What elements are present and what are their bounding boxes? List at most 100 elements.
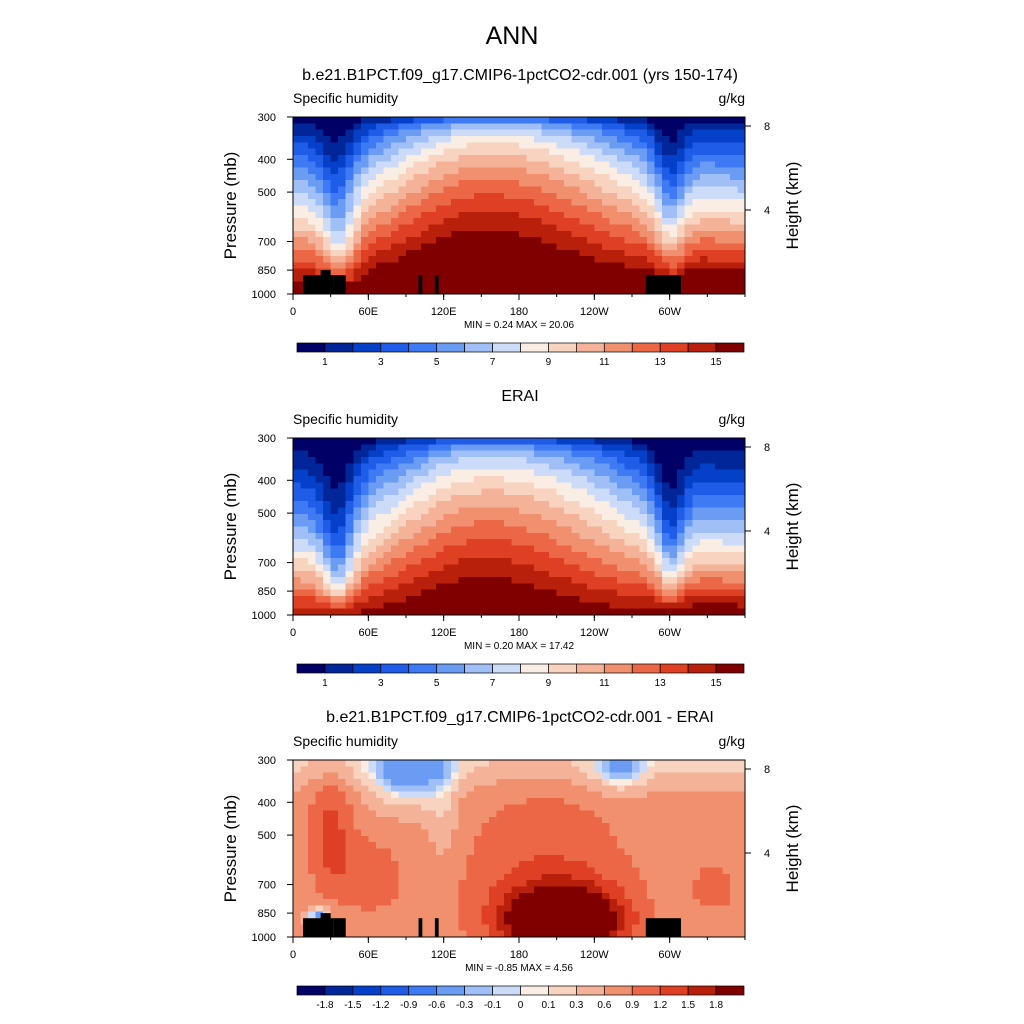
field-cell bbox=[330, 532, 339, 540]
field-cell bbox=[526, 475, 535, 483]
field-cell bbox=[534, 577, 543, 584]
field-cell bbox=[481, 791, 490, 799]
field-cell bbox=[368, 791, 377, 799]
field-cell bbox=[714, 551, 723, 559]
field-cell bbox=[293, 558, 302, 566]
field-cell bbox=[451, 551, 460, 559]
field-cell bbox=[436, 835, 445, 843]
field-cell bbox=[503, 237, 513, 245]
field-cell bbox=[375, 829, 384, 837]
field-cell bbox=[338, 778, 347, 786]
field-cell bbox=[624, 892, 633, 900]
field-cell bbox=[684, 867, 693, 875]
field-cell bbox=[737, 211, 746, 219]
field-cell bbox=[436, 456, 445, 464]
field-cell bbox=[345, 199, 354, 207]
field-cell bbox=[338, 507, 347, 515]
field-cell bbox=[345, 469, 354, 477]
field-cell bbox=[714, 488, 723, 496]
field-cell bbox=[707, 545, 716, 553]
field-cell bbox=[451, 199, 460, 207]
field-cell bbox=[383, 507, 392, 515]
field-cell bbox=[609, 148, 618, 156]
field-cell bbox=[571, 880, 580, 888]
field-cell bbox=[315, 558, 324, 566]
field-cell bbox=[511, 482, 520, 490]
field-cell bbox=[473, 842, 482, 850]
field-cell bbox=[601, 532, 610, 540]
field-cell bbox=[541, 167, 550, 175]
field-cell bbox=[511, 438, 520, 445]
field-cell bbox=[669, 886, 678, 894]
field-cell bbox=[654, 854, 663, 862]
field-cell bbox=[616, 224, 626, 232]
field-cell bbox=[737, 199, 746, 207]
field-cell bbox=[308, 823, 317, 831]
field-cell bbox=[571, 823, 580, 831]
field-cell bbox=[729, 450, 739, 458]
field-cell bbox=[729, 545, 739, 553]
field-cell bbox=[451, 268, 460, 276]
field-cell bbox=[632, 148, 641, 156]
field-cell bbox=[503, 823, 513, 831]
field-cell bbox=[503, 602, 513, 610]
field-cell bbox=[609, 766, 618, 774]
field-cell bbox=[564, 142, 573, 150]
field-cell bbox=[511, 237, 520, 245]
field-cell bbox=[428, 237, 437, 245]
field-cell bbox=[684, 842, 693, 850]
field-cell bbox=[375, 823, 384, 831]
field-cell bbox=[443, 848, 452, 856]
field-cell bbox=[632, 135, 641, 143]
field-cell bbox=[616, 589, 626, 597]
field-cell bbox=[511, 848, 520, 856]
field-cell bbox=[692, 570, 701, 578]
field-cell bbox=[488, 766, 497, 774]
field-cell bbox=[714, 532, 723, 540]
field-cell bbox=[556, 199, 565, 207]
field-cell bbox=[436, 526, 445, 534]
field-cell bbox=[421, 520, 430, 528]
field-cell bbox=[466, 148, 475, 156]
field-cell bbox=[383, 778, 392, 786]
field-cell bbox=[699, 545, 708, 553]
field-cell bbox=[556, 766, 565, 774]
field-cell bbox=[390, 463, 400, 471]
field-cell bbox=[353, 766, 362, 774]
field-cell bbox=[300, 230, 309, 238]
field-cell bbox=[390, 129, 400, 137]
field-cell bbox=[413, 905, 422, 913]
field-cell bbox=[443, 570, 452, 578]
field-cell bbox=[390, 532, 400, 540]
field-cell bbox=[639, 829, 648, 837]
field-cell bbox=[647, 218, 656, 226]
field-cell bbox=[692, 463, 701, 471]
field-cell bbox=[662, 886, 671, 894]
field-cell bbox=[421, 180, 430, 188]
field-cell bbox=[436, 281, 445, 289]
field-cell bbox=[421, 256, 430, 263]
field-cell bbox=[654, 154, 663, 162]
field-cell bbox=[345, 829, 354, 837]
field-cell bbox=[549, 148, 558, 156]
field-cell bbox=[466, 835, 475, 843]
field-cell bbox=[413, 577, 422, 584]
field-cell bbox=[428, 186, 437, 194]
field-cell bbox=[632, 797, 641, 805]
field-cell bbox=[684, 135, 693, 143]
field-cell bbox=[609, 526, 618, 534]
field-cell bbox=[594, 873, 603, 881]
field-cell bbox=[293, 488, 302, 496]
field-cell bbox=[466, 551, 475, 559]
field-cell bbox=[353, 494, 362, 502]
field-cell bbox=[571, 469, 580, 477]
field-cell bbox=[632, 438, 641, 445]
field-cell bbox=[707, 450, 716, 458]
field-cell bbox=[398, 842, 407, 850]
field-cell bbox=[534, 551, 543, 559]
field-cell bbox=[624, 475, 633, 483]
field-cell bbox=[684, 224, 693, 232]
field-cell bbox=[353, 835, 362, 843]
field-cell bbox=[594, 570, 603, 578]
field-cell bbox=[360, 173, 369, 181]
